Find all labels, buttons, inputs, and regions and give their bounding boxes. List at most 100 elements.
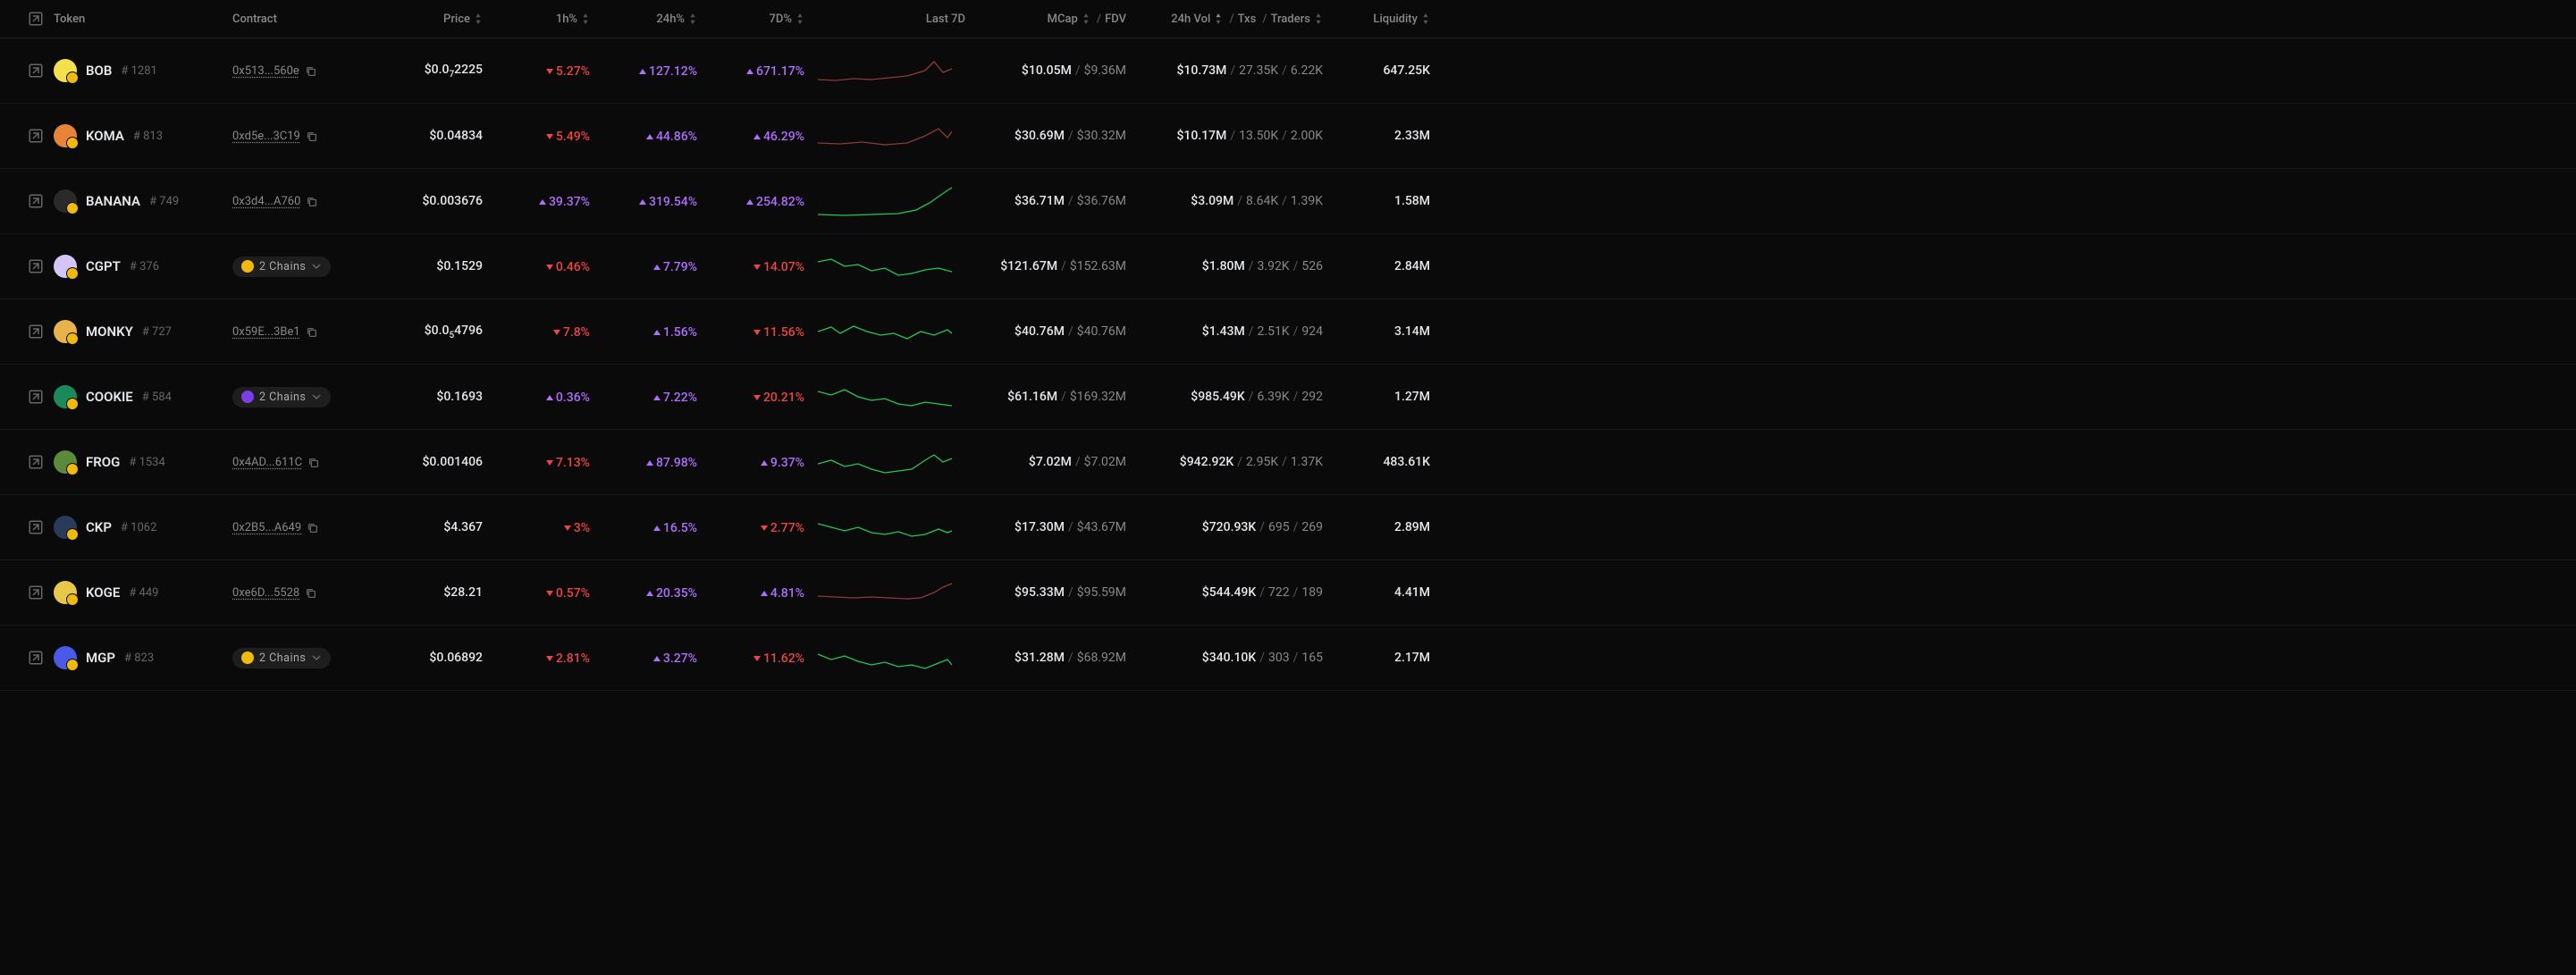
liquidity-value: 3.14M [1394,324,1430,339]
token-icon [54,581,77,604]
pct-h24: 127.12% [639,64,697,79]
table-row[interactable]: FROG # 15340x4AD...611C $0.0014067.13%87… [0,430,2576,495]
mcap-value: $95.33M [1014,585,1065,600]
table-row[interactable]: COOKIE # 584 2 Chains $0.16930.36%7.22%2… [0,365,2576,430]
traders-value: 924 [1301,324,1323,339]
price-value: $0.072225 [425,63,483,77]
sort-icon [796,13,804,24]
token-symbol: FROG [86,454,120,470]
copy-icon[interactable] [307,457,320,469]
pct-h1: 7.8% [553,325,590,340]
vol-value: $1.80M [1202,259,1245,273]
copy-icon[interactable] [305,65,317,78]
table-row[interactable]: BOB # 12810x513...560e $0.0722255.27%127… [0,38,2576,104]
liquidity-value: 483.61K [1383,455,1430,469]
expand-icon[interactable] [28,63,44,79]
expand-icon[interactable] [28,584,44,601]
header-last7d: Last 7D [926,13,965,26]
expand-icon[interactable] [28,193,44,209]
pct-d7: 46.29% [753,130,804,144]
sort-icon [1214,13,1223,24]
fdv-value: $36.76M [1077,194,1126,208]
mcap-value: $7.02M [1029,455,1072,469]
txs-value: 695 [1268,520,1290,534]
copy-icon[interactable] [306,196,318,208]
liquidity-value: 647.25K [1383,63,1430,78]
header-price[interactable]: Price [443,13,483,26]
token-symbol: MGP [86,650,115,666]
expand-icon[interactable] [28,519,44,535]
contract-address[interactable]: 0xd5e...3C19 [232,130,318,143]
expand-icon[interactable] [28,258,44,274]
sparkline-7d [818,640,952,676]
sparkline-7d [818,314,952,349]
mcap-value: $30.69M [1014,129,1065,143]
header-contract[interactable]: Contract [232,13,277,26]
chains-label: 2 Chains [259,651,306,665]
token-icon [54,59,77,82]
pct-h24: 44.86% [646,130,697,144]
copy-icon[interactable] [305,587,317,600]
chains-badge[interactable]: 2 Chains [232,387,331,408]
pct-h24: 319.54% [639,195,697,209]
pct-d7: 9.37% [761,456,804,470]
token-rank: # 1534 [129,456,164,469]
table-row[interactable]: MONKY # 7270x59E...3Be1 $0.0547967.8%1.5… [0,299,2576,365]
table-row[interactable]: KOMA # 8130xd5e...3C19 $0.048345.49%44.8… [0,104,2576,169]
vol-value: $942.92K [1180,455,1233,469]
fdv-value: $152.63M [1070,259,1126,273]
contract-address[interactable]: 0x4AD...611C [232,456,320,469]
chains-badge[interactable]: 2 Chains [232,648,331,668]
sort-icon [688,13,697,24]
txs-value: 3.92K [1258,259,1290,273]
copy-icon[interactable] [307,522,319,534]
header-24h[interactable]: 24h% [656,13,697,26]
traders-value: 526 [1301,259,1323,273]
liquidity-value: 2.89M [1394,520,1430,534]
copy-icon[interactable] [306,130,318,143]
token-symbol: COOKIE [86,389,133,405]
expand-icon[interactable] [28,454,44,470]
traders-value: 2.00K [1291,129,1323,143]
contract-address[interactable]: 0xe6D...5528 [232,586,317,600]
table-row[interactable]: MGP # 823 2 Chains $0.068922.81%3.27%11.… [0,626,2576,691]
expand-icon[interactable] [28,128,44,144]
sort-icon [581,13,590,24]
copy-icon[interactable] [306,326,318,339]
contract-address[interactable]: 0x59E...3Be1 [232,325,318,339]
pct-h1: 3% [564,521,590,535]
pct-h24: 87.98% [646,456,697,470]
header-vol[interactable]: 24h Vol [1171,13,1223,26]
contract-address[interactable]: 0x513...560e [232,64,317,78]
expand-icon[interactable] [28,389,44,405]
mcap-value: $17.30M [1014,520,1065,534]
expand-icon[interactable] [28,650,44,666]
table-row[interactable]: BANANA # 7490x3d4...A760 $0.00367639.37%… [0,169,2576,234]
contract-address[interactable]: 0x3d4...A760 [232,195,318,208]
fdv-value: $30.32M [1077,129,1126,143]
token-symbol: CKP [86,519,112,535]
mcap-value: $40.76M [1014,324,1065,339]
header-token[interactable]: Token [54,13,85,26]
chains-badge[interactable]: 2 Chains [232,256,331,277]
header-traders[interactable]: Traders [1271,13,1323,26]
pct-d7: 254.82% [746,195,804,209]
txs-value: 6.39K [1258,390,1290,404]
header-liquidity[interactable]: Liquidity [1373,13,1430,26]
vol-value: $3.09M [1191,194,1233,208]
header-mcap[interactable]: MCap [1048,13,1090,26]
header-fdv[interactable]: FDV [1105,13,1126,26]
table-row[interactable]: CKP # 10620x2B5...A649 $4.3673%16.5%2.77… [0,495,2576,560]
header-7d[interactable]: 7D% [770,13,804,26]
expand-icon[interactable] [28,324,44,340]
table-row[interactable]: CGPT # 376 2 Chains $0.15290.46%7.79%14.… [0,234,2576,299]
token-icon [54,385,77,408]
header-txs[interactable]: Txs [1238,13,1257,26]
header-1h[interactable]: 1h% [556,13,590,26]
token-symbol: BOB [86,63,112,79]
table-row[interactable]: KOGE # 4490xe6D...5528 $28.210.57%20.35%… [0,560,2576,626]
price-value: $0.001406 [422,455,483,469]
contract-address[interactable]: 0x2B5...A649 [232,521,319,534]
fdv-value: $43.67M [1077,520,1126,534]
token-rank: # 584 [142,391,172,404]
